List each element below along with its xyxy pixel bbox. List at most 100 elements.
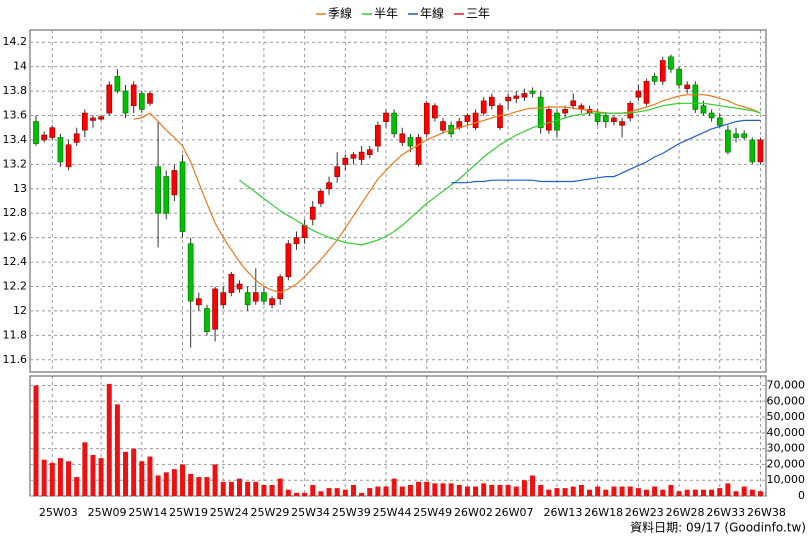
volume-bar: [375, 486, 381, 496]
candle-body: [106, 84, 113, 114]
volume-bar: [676, 491, 682, 496]
y-tick-label: 60,000: [767, 394, 806, 407]
candle-body: [676, 68, 682, 86]
candle-body: [195, 298, 202, 306]
candle-body: [659, 60, 666, 82]
volume-bar: [98, 458, 104, 496]
x-tick-label: 25W19: [169, 506, 208, 519]
candle-body: [57, 137, 64, 163]
candle-body: [472, 112, 479, 129]
volume-bar: [318, 491, 324, 496]
candle-body: [554, 112, 560, 131]
candle-body: [480, 100, 487, 114]
candle-body: [749, 139, 756, 163]
candle-body: [179, 161, 186, 232]
candle-body: [49, 127, 56, 138]
volume-bar: [391, 478, 397, 496]
volume-bar: [326, 488, 332, 496]
x-tick-label: 25W14: [128, 506, 167, 519]
volume-bar: [302, 492, 308, 496]
candle-body: [692, 84, 699, 110]
volume-bar: [717, 488, 723, 496]
candle-body: [220, 292, 227, 306]
candle-body: [187, 243, 194, 302]
candle-body: [261, 292, 267, 302]
volume-bar: [700, 489, 706, 496]
volume-bar: [367, 488, 373, 496]
candle-body: [635, 90, 642, 98]
volume-bar: [342, 489, 348, 496]
volume-bar: [562, 488, 568, 496]
candle-body: [277, 276, 284, 300]
candle-body: [521, 93, 528, 98]
candle-body: [155, 166, 161, 214]
volume-bar: [171, 469, 177, 496]
volume-bar: [245, 481, 251, 496]
volume-bar: [456, 484, 462, 496]
y-tick-label: 12: [13, 304, 27, 317]
candle-body: [570, 100, 577, 107]
candle-body: [228, 273, 235, 293]
volume-bar: [82, 442, 88, 496]
volume-bar: [350, 484, 356, 496]
volume-bar: [709, 489, 715, 496]
volume-bar: [660, 489, 666, 496]
x-tick-label: 25W44: [373, 506, 412, 519]
candle-body: [130, 84, 137, 107]
volume-bar: [180, 464, 186, 496]
x-tick-label: 25W03: [39, 506, 78, 519]
candle-body: [350, 154, 357, 159]
volume-bar: [513, 486, 519, 496]
candle-body: [342, 157, 349, 165]
candle-body: [464, 115, 471, 122]
volume-bar: [204, 477, 210, 496]
candle-body: [611, 117, 617, 122]
volume-bar: [570, 486, 576, 496]
y-tick-label: 50,000: [767, 410, 806, 423]
candle-body: [415, 137, 422, 165]
legend-label: 年線: [420, 6, 444, 21]
candle-body: [171, 170, 178, 196]
volume-bar: [432, 483, 438, 496]
volume-bar: [66, 461, 72, 496]
volume-bar: [741, 486, 747, 496]
candle-body: [318, 190, 324, 204]
x-tick-label: 25W49: [413, 506, 452, 519]
volume-bar: [407, 484, 413, 496]
volume-bar: [253, 481, 259, 496]
volume-bar: [554, 488, 560, 496]
volume-bar: [644, 489, 649, 496]
volume-bar: [473, 486, 479, 496]
candle-body: [668, 56, 674, 70]
y-tick-label: 13.6: [3, 109, 28, 122]
volume-bar: [448, 483, 454, 496]
volume-bar: [497, 484, 503, 496]
volume-bar: [587, 489, 593, 496]
candle-body: [562, 109, 568, 114]
volume-bar: [41, 459, 47, 496]
volume-bar: [196, 477, 202, 496]
volume-bar: [692, 489, 698, 496]
candle-body: [619, 121, 625, 126]
candle-body: [741, 133, 748, 138]
source-note: 資料日期: 09/17 (Goodinfo.tw): [630, 521, 806, 535]
candle-body: [366, 149, 373, 155]
y-tick-label: 12.2: [3, 280, 28, 293]
volume-bar: [416, 481, 422, 496]
candle-body: [326, 182, 332, 190]
candle-body: [65, 144, 72, 168]
volume-bar: [57, 458, 63, 496]
candle-body: [545, 109, 552, 131]
candle-body: [334, 166, 341, 177]
candle-body: [651, 76, 658, 82]
volume-bar: [546, 489, 552, 496]
y-tick-label: 12.8: [3, 206, 28, 219]
candle-body: [757, 139, 764, 163]
y-tick-label: 14.2: [3, 35, 28, 48]
volume-bar: [733, 491, 739, 496]
volume-bar: [399, 486, 405, 496]
candle-body: [537, 96, 544, 129]
volume-bar: [33, 385, 39, 496]
volume-bar: [538, 484, 544, 496]
